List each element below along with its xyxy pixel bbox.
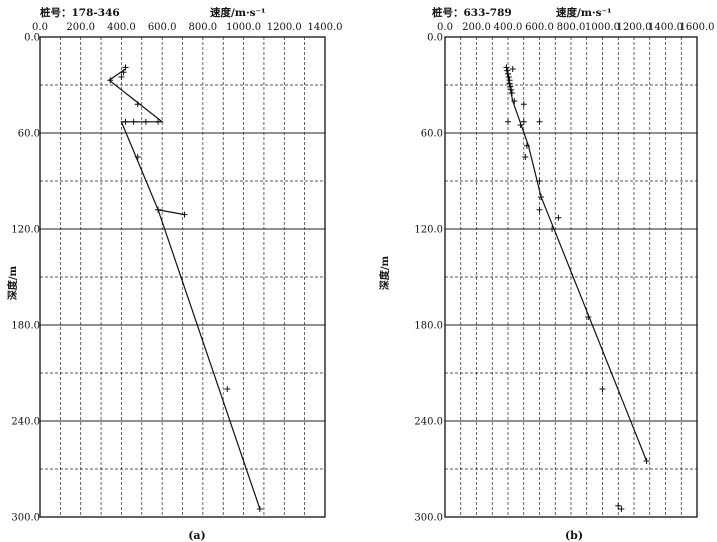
data-point <box>122 64 129 71</box>
data-point <box>517 122 524 128</box>
x-tick-label: 200.0 <box>462 22 491 33</box>
data-point <box>155 206 162 213</box>
x-tick-label: 1400.0 <box>648 22 683 33</box>
x-tick-label: 1600.0 <box>680 22 715 33</box>
y-tick-label: 180.0 <box>414 321 443 332</box>
y-axis-label: 深度/m <box>6 265 19 300</box>
plot-frame <box>444 36 698 518</box>
x-tick-label: 600.0 <box>148 22 177 33</box>
data-point <box>536 178 543 184</box>
panel-b: 0.0 200.0 400.0 600.0 800.0 1000.01200.01400.… <box>378 6 715 542</box>
data-point <box>549 226 556 232</box>
data-point <box>505 74 512 80</box>
panel-caption: (a) <box>188 529 206 542</box>
data-point <box>155 118 162 125</box>
data-point <box>538 194 545 200</box>
x-tick-label: 0.0 <box>32 22 48 33</box>
data-point <box>520 101 527 108</box>
data-point <box>504 67 511 74</box>
data-point <box>509 66 516 72</box>
x-tick-label: 800.0 <box>557 22 586 33</box>
x-tick-label: 1000.0 <box>585 22 620 33</box>
panel-a: 0.0 200.0 400.0 600.0 800.0 1000.0 1200.0 1400.… <box>6 6 343 542</box>
y-tick-label: 120.0 <box>414 225 443 236</box>
data-point <box>511 98 518 104</box>
pile-label: 桩号：178-346 <box>40 6 120 19</box>
y-tick-label: 60.0 <box>421 129 443 140</box>
data-point <box>508 90 515 96</box>
data-point <box>503 64 510 71</box>
y-tick-label: 180.0 <box>11 321 40 332</box>
x-tick-label: 400.0 <box>494 22 523 33</box>
y-tick-label: 120.0 <box>11 225 40 236</box>
data-point <box>256 506 263 512</box>
data-point <box>134 154 141 160</box>
data-point <box>505 70 511 77</box>
plot-frame <box>39 36 326 518</box>
y-tick-label: 0.0 <box>24 33 40 44</box>
x-tick-label: 0.0 <box>437 22 453 33</box>
data-point <box>506 80 513 87</box>
data-point <box>555 214 562 221</box>
x-tick-label: 1200.0 <box>617 22 652 33</box>
data-point <box>522 154 529 160</box>
data-point <box>107 77 114 84</box>
x-tick-label: 800.0 <box>189 22 218 33</box>
data-point <box>507 83 514 90</box>
x-tick-label: 400.0 <box>107 22 136 33</box>
pile-label: 桩号：633-789 <box>432 6 512 19</box>
x-tick-label: 1000.0 <box>226 22 261 33</box>
data-point <box>523 142 530 149</box>
x-tick-label: 1400.0 <box>308 22 343 33</box>
x-tick-label: 1200.0 <box>267 22 302 33</box>
x-axis-label: 速度/m·s⁻¹ <box>556 6 612 19</box>
y-tick-label: 300.0 <box>11 513 40 524</box>
y-tick-label: 60.0 <box>18 129 40 140</box>
data-point <box>122 118 129 125</box>
data-point <box>142 118 149 125</box>
data-point <box>599 386 606 392</box>
x-tick-label: 600.0 <box>525 22 554 33</box>
data-point <box>536 206 543 213</box>
data-point <box>520 118 527 125</box>
data-point <box>643 458 650 464</box>
data-point <box>118 74 125 80</box>
y-tick-label: 300.0 <box>414 513 443 524</box>
x-axis-label: 速度/m·s⁻¹ <box>210 6 266 19</box>
data-point <box>120 69 127 76</box>
data-point <box>585 314 592 320</box>
data-point <box>615 502 622 509</box>
velocity-line <box>108 68 261 510</box>
panel-caption: (b) <box>565 529 583 542</box>
y-tick-label: 0.0 <box>427 33 443 44</box>
data-point <box>224 386 231 392</box>
data-point <box>618 506 625 512</box>
x-tick-label: 200.0 <box>66 22 95 33</box>
data-point <box>134 101 141 108</box>
velocity-line <box>505 68 648 462</box>
y-tick-label: 240.0 <box>414 417 443 428</box>
y-tick-label: 240.0 <box>11 417 40 428</box>
data-point <box>508 86 515 93</box>
data-point <box>181 211 188 218</box>
data-point <box>130 118 137 125</box>
y-axis-label: 深度/m <box>378 255 391 290</box>
data-point <box>505 118 511 125</box>
data-point <box>536 118 543 125</box>
